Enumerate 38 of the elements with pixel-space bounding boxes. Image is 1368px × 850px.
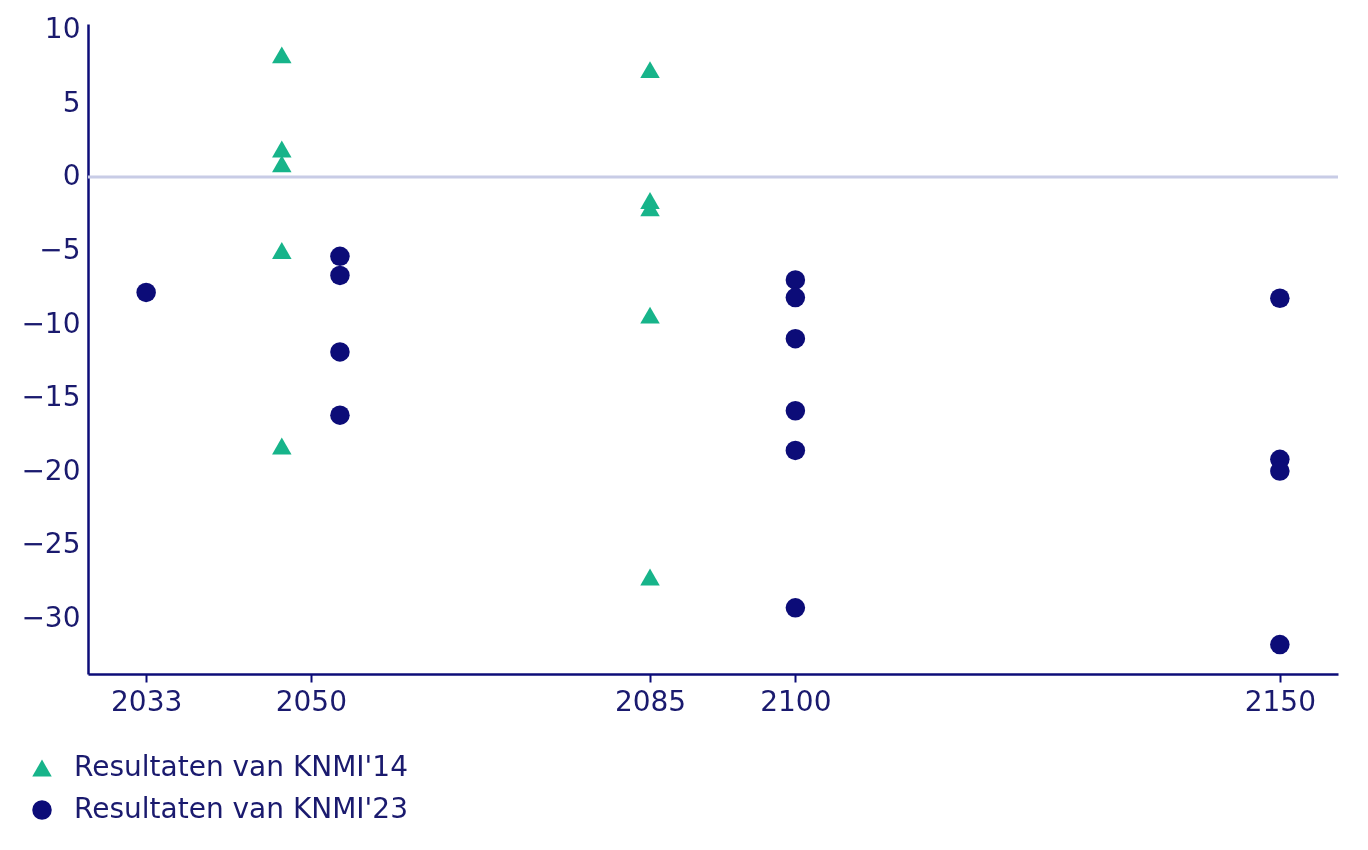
x-tick-label: 2150	[1244, 684, 1316, 718]
y-tick-label: −20	[21, 453, 81, 487]
point	[272, 437, 292, 455]
y-tick-label: 10	[44, 12, 81, 46]
x-tick-label: 2050	[275, 684, 347, 718]
legend-label: Resultaten van KNMI'14	[74, 750, 408, 783]
point	[640, 61, 660, 79]
point	[1270, 288, 1290, 308]
point	[1270, 634, 1290, 655]
y-tick-label: −5	[39, 232, 81, 266]
point	[1270, 461, 1290, 481]
point	[785, 270, 806, 290]
point	[136, 282, 156, 303]
point	[640, 568, 660, 586]
x-tick-label: 2100	[760, 684, 832, 718]
y-tick-label: 0	[62, 159, 81, 193]
y-tick-label: −30	[21, 600, 81, 634]
x-tick-label: 2033	[111, 684, 183, 718]
legend-label: Resultaten van KNMI'23	[74, 792, 408, 825]
point	[785, 287, 806, 308]
point	[785, 598, 806, 618]
point	[272, 155, 292, 173]
point	[330, 405, 350, 425]
point	[785, 401, 806, 421]
y-tick-label: −15	[21, 380, 81, 414]
point	[785, 328, 806, 349]
point	[330, 342, 350, 362]
y-tick-label: −25	[21, 527, 81, 561]
point	[640, 306, 660, 324]
point	[785, 440, 806, 461]
x-tick-label: 2085	[614, 684, 687, 718]
point	[330, 246, 350, 267]
point	[272, 140, 292, 158]
y-tick-label: −10	[21, 306, 81, 340]
point	[272, 46, 292, 64]
point	[272, 242, 292, 259]
y-tick-label: 5	[62, 85, 81, 119]
point	[330, 265, 350, 286]
